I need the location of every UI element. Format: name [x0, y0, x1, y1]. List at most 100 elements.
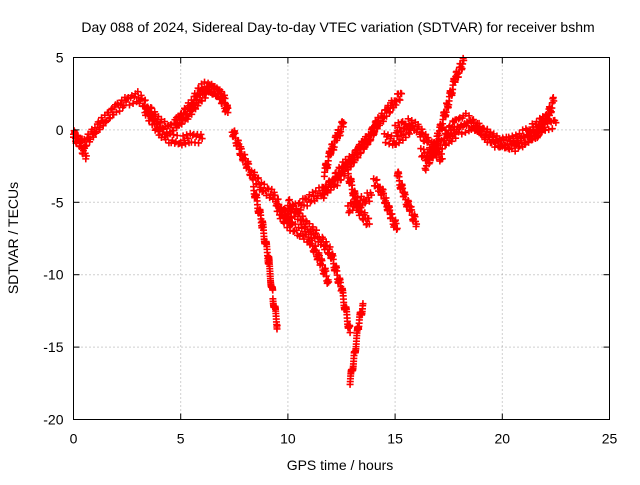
data-point — [525, 128, 533, 136]
data-point — [309, 223, 317, 231]
data-point — [269, 286, 277, 294]
data-point — [292, 205, 300, 213]
y-axis-label: SDTVAR / TECUs — [5, 182, 21, 294]
data-point — [359, 300, 367, 308]
data-point — [334, 175, 342, 183]
data-point — [398, 90, 406, 98]
data-point — [271, 191, 279, 199]
y-tick-label: -5 — [51, 194, 64, 210]
data-point — [123, 95, 131, 103]
data-point — [413, 220, 421, 228]
series-layer — [70, 54, 560, 388]
data-point — [161, 118, 169, 126]
data-point — [468, 116, 476, 124]
data-point — [129, 99, 137, 107]
data-point — [180, 136, 188, 144]
data-point — [340, 119, 348, 127]
data-point — [517, 137, 525, 145]
data-point — [354, 199, 362, 207]
data-point — [538, 128, 546, 136]
data-point — [457, 121, 465, 129]
data-point — [545, 126, 553, 134]
chart-title: Day 088 of 2024, Sidereal Day-to-day VTE… — [81, 19, 594, 35]
data-point — [405, 121, 413, 129]
data-point — [507, 141, 515, 149]
data-point — [458, 130, 466, 138]
data-point — [438, 145, 446, 153]
data-point — [405, 130, 413, 138]
data-point — [442, 108, 450, 116]
data-point — [297, 206, 305, 214]
data-point — [197, 130, 205, 138]
data-point — [432, 151, 440, 159]
data-point — [312, 226, 320, 234]
data-point — [175, 121, 183, 129]
data-point — [141, 96, 149, 104]
data-point — [178, 120, 186, 128]
data-point — [201, 78, 209, 86]
data-point — [179, 132, 187, 140]
data-point — [340, 167, 348, 175]
data-point — [548, 125, 556, 133]
data-point — [460, 56, 468, 64]
data-point — [370, 129, 378, 137]
data-point — [116, 107, 124, 115]
data-point — [299, 232, 307, 240]
data-point — [511, 147, 519, 155]
data-point — [540, 123, 548, 131]
data-point — [402, 133, 410, 141]
data-point — [285, 196, 293, 204]
data-point — [260, 180, 268, 188]
data-point — [393, 224, 401, 232]
data-point — [134, 88, 142, 96]
y-tick-label: 5 — [56, 50, 64, 66]
data-point — [452, 134, 460, 142]
data-point — [420, 145, 428, 153]
data-point — [390, 137, 398, 145]
data-point — [326, 243, 334, 251]
data-point — [552, 119, 560, 127]
data-point — [386, 108, 394, 116]
data-point — [273, 321, 281, 329]
data-point — [264, 184, 272, 192]
data-point — [82, 152, 90, 160]
data-point — [301, 194, 309, 202]
data-point — [384, 131, 392, 139]
data-point — [201, 94, 209, 102]
data-point — [475, 119, 483, 127]
data-point — [398, 119, 406, 127]
data-point — [306, 198, 314, 206]
data-point — [511, 140, 519, 148]
x-tick-label: 25 — [602, 431, 618, 447]
data-point — [346, 322, 354, 330]
data-point — [200, 86, 208, 94]
data-point — [144, 105, 152, 113]
data-point — [137, 91, 145, 99]
data-point — [107, 106, 115, 114]
data-point — [395, 123, 403, 131]
x-tick-label: 15 — [387, 431, 403, 447]
data-point — [392, 101, 400, 109]
data-point — [505, 133, 513, 141]
data-point — [198, 135, 206, 143]
x-tick-label: 0 — [70, 431, 78, 447]
data-point — [385, 140, 393, 148]
data-point — [521, 134, 529, 142]
data-point — [496, 143, 504, 151]
x-tick-label: 5 — [177, 431, 185, 447]
data-point — [254, 174, 262, 182]
data-point — [368, 191, 376, 199]
data-point — [280, 218, 288, 226]
data-point — [303, 202, 311, 210]
data-point — [533, 118, 541, 126]
data-point — [461, 128, 469, 136]
tick-layer: 0 5 10 15 20 25 -20 -15 -10 -5 0 5 — [43, 50, 617, 447]
series-sdtvar — [70, 54, 560, 388]
data-point — [534, 132, 542, 140]
data-point — [305, 220, 313, 228]
x-axis-label: GPS time / hours — [287, 457, 394, 473]
x-tick-label: 10 — [280, 431, 296, 447]
data-point — [346, 329, 354, 337]
data-point — [96, 125, 104, 133]
